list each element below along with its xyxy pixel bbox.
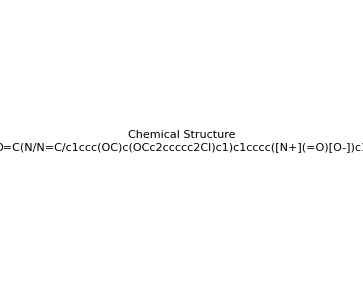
Text: Chemical Structure
O=C(N/N=C/c1ccc(OC)c(OCc2ccccc2Cl)c1)c1cccc([N+](=O)[O-])c1: Chemical Structure O=C(N/N=C/c1ccc(OC)c(… <box>0 130 363 152</box>
